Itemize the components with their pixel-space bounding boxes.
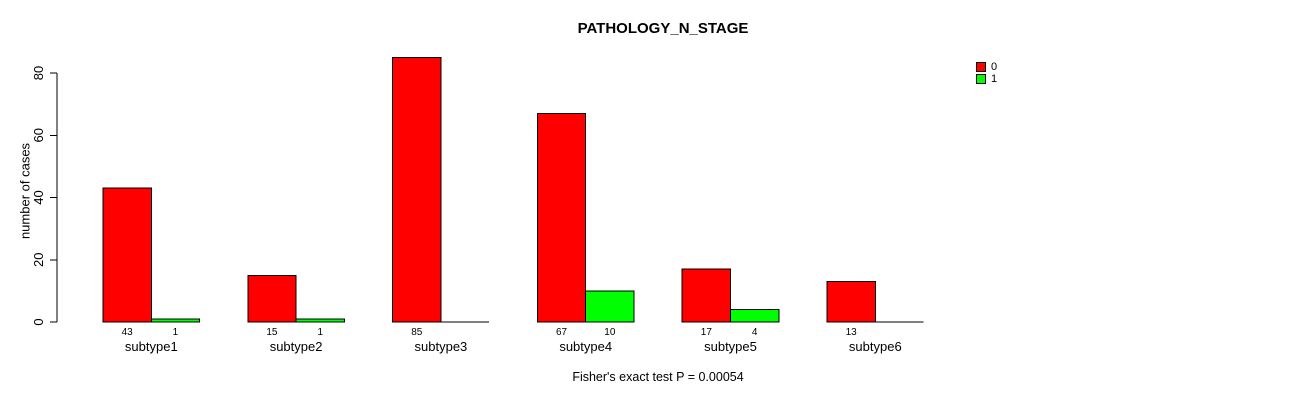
y-tick-label: 0 [31, 318, 46, 325]
bar-series1-subtype2 [295, 318, 345, 323]
bar-series1-subtype4 [585, 290, 635, 323]
x-category-label: subtype6 [849, 339, 902, 354]
y-tick-label: 60 [31, 128, 46, 142]
bar-value-label: 13 [846, 327, 858, 338]
bar-series0-subtype4 [536, 112, 587, 323]
y-axis-label: number of cases [17, 142, 33, 240]
legend-item-1: 1 [976, 73, 998, 85]
legend-label-0: 0 [991, 61, 998, 73]
bar-series0-subtype3 [392, 56, 442, 323]
x-category-label: subtype5 [704, 339, 757, 354]
y-tick-label: 20 [31, 253, 46, 267]
legend-label-1: 1 [991, 73, 998, 85]
bar-value-label: 17 [701, 327, 713, 338]
legend-swatch-green [976, 74, 986, 84]
bar-series0-subtype5 [681, 268, 732, 323]
footnote: Fisher's exact test P = 0.00054 [572, 370, 744, 384]
legend-swatch-red [976, 62, 986, 72]
bar-value-label: 43 [122, 327, 134, 338]
bar-series1-subtype5 [730, 309, 780, 323]
bar-series1-subtype1 [150, 318, 201, 323]
chart-title: PATHOLOGY_N_STAGE [577, 20, 749, 37]
bar-series0-subtype2 [247, 274, 297, 323]
y-tick-label: 40 [31, 190, 46, 204]
x-category-label: subtype3 [415, 339, 468, 354]
legend: 0 1 [976, 62, 997, 86]
legend-item-0: 0 [976, 61, 998, 73]
x-category-label: subtype4 [559, 339, 612, 354]
bar-value-label: 15 [266, 327, 278, 338]
bar-value-label: 1 [173, 327, 179, 338]
bar-value-label: 1 [317, 327, 323, 338]
bar-value-label: 85 [411, 327, 423, 338]
y-tick-label: 80 [31, 66, 46, 80]
bar-value-label: 67 [556, 327, 568, 338]
bar-series0-subtype1 [102, 187, 152, 323]
bar-value-label: 10 [604, 327, 616, 338]
x-category-label: subtype1 [125, 339, 178, 354]
x-category-label: subtype2 [270, 339, 323, 354]
bar-series0-subtype6 [826, 281, 876, 323]
bar-value-label: 4 [752, 327, 758, 338]
